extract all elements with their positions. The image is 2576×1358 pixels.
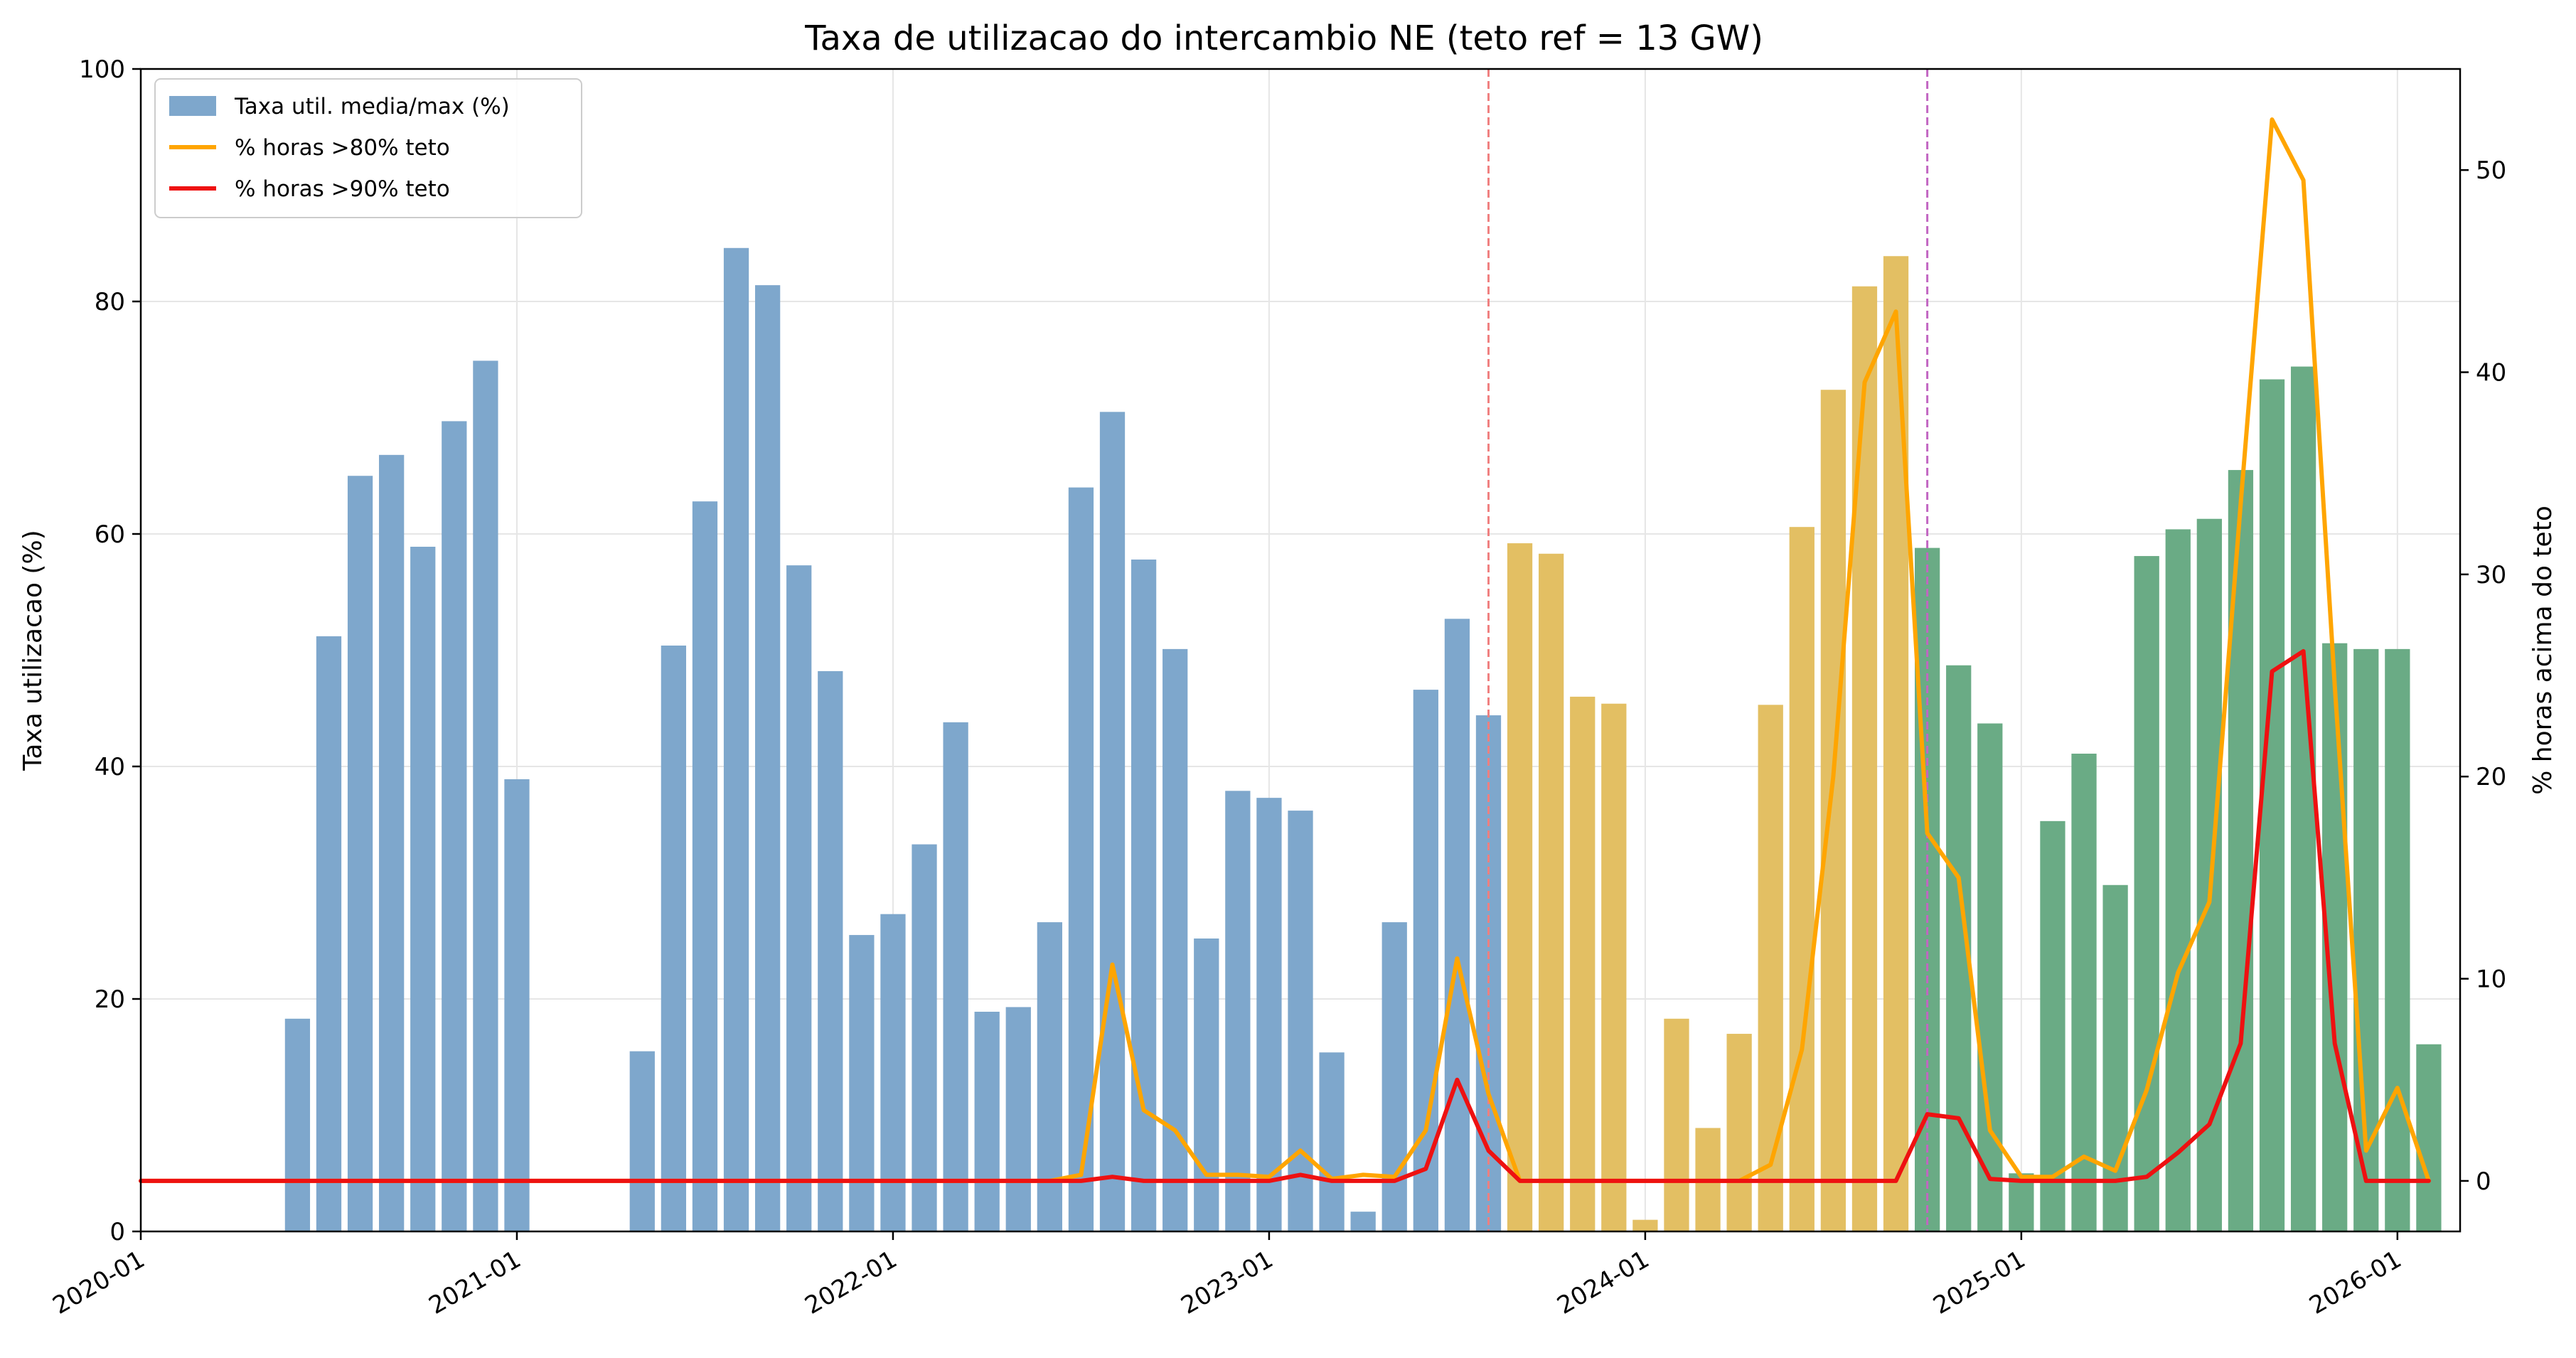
bar-2022-10: [1163, 648, 1188, 1231]
bar-2023-07: [1444, 619, 1470, 1231]
y-tick-label: 40: [95, 753, 125, 781]
x-tick-label: 2024-01: [1552, 1245, 1654, 1320]
bar-2024-02: [1664, 1018, 1689, 1231]
x-tick-label: 2025-01: [1928, 1245, 2030, 1320]
reference-lines: [1487, 69, 1929, 1231]
plot-frame: [139, 68, 2462, 1233]
legend-label-0: Taxa util. media/max (%): [234, 94, 510, 119]
bar-2023-02: [1288, 811, 1313, 1231]
bar-2021-05: [629, 1051, 655, 1231]
legend: Taxa util. media/max (%) % horas >80% tet…: [154, 78, 582, 218]
bar-2022-09: [1131, 559, 1157, 1231]
bar-2025-08: [2228, 470, 2254, 1232]
y-axis-title: Taxa utilizacao (%): [18, 530, 48, 771]
bar-2023-10: [1539, 553, 1564, 1231]
legend-label-1: % horas >80% teto: [235, 135, 450, 161]
bar-2021-01: [504, 779, 530, 1231]
bar-2024-12: [1977, 723, 2003, 1231]
bar-2020-09: [379, 454, 405, 1231]
bar-2021-11: [818, 670, 843, 1231]
legend-box: [154, 78, 582, 218]
bar-2020-10: [410, 546, 436, 1231]
bar-2024-06: [1789, 527, 1815, 1231]
y2-axis-title: % horas acima do teto: [2528, 506, 2558, 795]
y2-tick-label: 20: [2476, 763, 2506, 791]
bar-2020-06: [284, 1018, 311, 1231]
y-tick-label: 100: [79, 55, 125, 84]
y2-tick-label: 30: [2476, 561, 2506, 589]
bar-2025-04: [2102, 884, 2128, 1231]
bar-2023-08: [1475, 715, 1502, 1231]
bar-2022-11: [1194, 938, 1219, 1231]
x-tick-label: 2021-01: [424, 1245, 525, 1320]
chart-title: Taxa de utilizacao do intercambio NE (te…: [804, 18, 1763, 58]
bar-2021-07: [692, 501, 718, 1231]
y2-tick-label: 50: [2476, 156, 2506, 185]
bar-2023-01: [1256, 798, 1282, 1231]
legend-label-2: % horas >90% teto: [235, 176, 450, 202]
bar-2024-01: [1632, 1219, 1658, 1231]
y2-tick-label: 40: [2476, 359, 2506, 387]
bar-2020-12: [473, 360, 498, 1231]
bar-2023-04: [1350, 1212, 1376, 1231]
legend-swatch-0: [169, 96, 216, 116]
bar-2023-09: [1507, 543, 1533, 1231]
bar-2022-01: [880, 914, 906, 1231]
series-line-0: [139, 117, 2431, 1183]
bar-2024-08: [1851, 286, 1878, 1231]
series-line-1: [139, 648, 2431, 1183]
bar-2020-11: [442, 421, 467, 1231]
bars: [284, 247, 2442, 1232]
bar-2023-11: [1570, 696, 1596, 1231]
y-tick-label: 0: [109, 1218, 125, 1246]
y-axis-right: 0 10 20 30 40 50: [2460, 156, 2506, 1196]
bar-2023-12: [1601, 703, 1627, 1231]
y2-tick-label: 10: [2476, 966, 2506, 994]
bar-2022-05: [1005, 1007, 1031, 1231]
bar-2021-12: [849, 935, 875, 1231]
bar-2021-06: [661, 645, 687, 1231]
bar-2025-05: [2134, 556, 2159, 1231]
bar-2020-07: [316, 636, 342, 1231]
bar-2022-06: [1037, 922, 1062, 1231]
bar-2021-09: [754, 285, 781, 1231]
x-axis: 2020-01 2021-01 2022-01 2023-01 2024-01 2025-…: [48, 1231, 2406, 1320]
bar-2025-10: [2290, 366, 2316, 1231]
bar-2022-04: [974, 1011, 1000, 1231]
y-tick-label: 80: [95, 288, 125, 316]
bar-2026-01: [2385, 648, 2410, 1231]
bar-2022-03: [943, 722, 968, 1231]
bar-2021-10: [786, 565, 812, 1231]
y2-tick-label: 0: [2476, 1167, 2491, 1196]
y-tick-label: 60: [95, 520, 125, 549]
bar-2026-02: [2416, 1044, 2442, 1231]
x-tick-label: 2026-01: [2304, 1245, 2406, 1320]
x-tick-label: 2022-01: [800, 1245, 902, 1320]
y-axis-left: 0 20 40 60 80 100: [79, 55, 141, 1246]
bar-2025-06: [2165, 529, 2191, 1231]
bar-2024-09: [1883, 256, 1909, 1231]
bar-2024-07: [1820, 390, 1847, 1231]
bar-2020-08: [347, 476, 373, 1231]
bar-2025-09: [2259, 379, 2285, 1232]
bar-2025-02: [2040, 820, 2065, 1231]
bar-2023-03: [1319, 1052, 1345, 1231]
bar-2023-05: [1381, 922, 1407, 1231]
bar-2024-04: [1726, 1034, 1752, 1231]
x-tick-label: 2020-01: [48, 1245, 149, 1320]
lines: [139, 117, 2431, 1183]
bar-2022-08: [1099, 412, 1126, 1232]
bar-2022-02: [912, 844, 937, 1231]
bar-2024-05: [1758, 705, 1783, 1231]
bar-2025-03: [2071, 754, 2097, 1231]
bar-2021-08: [723, 247, 749, 1231]
x-tick-label: 2023-01: [1176, 1245, 1278, 1320]
y-tick-label: 20: [95, 985, 125, 1014]
bar-2022-12: [1225, 791, 1251, 1231]
